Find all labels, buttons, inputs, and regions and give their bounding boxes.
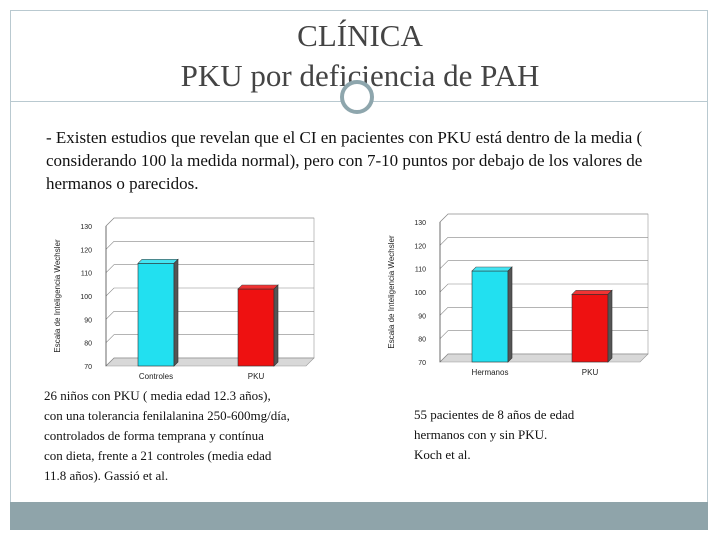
y-tick-label: 80 xyxy=(84,341,92,348)
y-tick-label: 100 xyxy=(80,294,92,301)
bar-top xyxy=(237,284,279,290)
gridline xyxy=(105,264,314,273)
y-tick-label: 120 xyxy=(414,243,426,250)
bar xyxy=(571,294,609,363)
gridline xyxy=(439,260,648,269)
x-category-label: Hermanos xyxy=(472,368,509,377)
y-tick-label: 80 xyxy=(418,337,426,344)
bar-top xyxy=(137,259,179,264)
y-tick-label: 100 xyxy=(414,290,426,297)
bar-side xyxy=(607,289,613,363)
plot-floor xyxy=(439,353,649,363)
slide-title: CLÍNICA xyxy=(297,18,423,53)
y-tick-label: 110 xyxy=(415,267,426,274)
y-axis-label: Escala de Inteligencia Wechsler xyxy=(387,235,396,349)
decorative-circle-icon xyxy=(340,80,374,114)
y-axis-label: Escala de Inteligencia Wechsler xyxy=(53,239,62,353)
caption-right: 55 pacientes de 8 años de edad hermanos … xyxy=(414,405,694,465)
bar-top xyxy=(471,266,513,272)
bar-side xyxy=(507,266,513,363)
chart-right: 70 80 90 100 110 120 130 Escala de Inteligencia… xyxy=(387,213,649,377)
chart-left: 70 80 90 100 110 120 130 Escala de Inteligencia… xyxy=(53,217,315,381)
plot-wall xyxy=(105,217,315,367)
caption-line: Koch et al. xyxy=(414,447,471,462)
caption-line: 11.8 años). Gassió et al. xyxy=(44,468,169,483)
plot-wall xyxy=(439,213,649,363)
caption-line: controlados de forma temprana y contínua xyxy=(44,428,264,443)
gridline xyxy=(439,213,648,223)
x-category-label: Controles xyxy=(139,372,173,381)
bar xyxy=(471,270,509,363)
x-category-label: PKU xyxy=(582,368,599,377)
x-category-label: PKU xyxy=(248,372,265,381)
y-tick-label: 70 xyxy=(84,364,92,371)
y-tick-label: 130 xyxy=(80,224,92,231)
caption-line: con dieta, frente a 21 controles (media … xyxy=(44,448,272,463)
y-tick-label: 90 xyxy=(418,313,426,320)
bar-top xyxy=(571,290,613,295)
bar-side xyxy=(173,258,179,367)
caption-line: con una tolerancia fenilalanina 250-600m… xyxy=(44,408,290,423)
bar-side xyxy=(273,284,279,367)
bullet-text: - Existen estudios que revelan que el CI… xyxy=(46,128,643,193)
y-tick-label: 120 xyxy=(80,247,92,254)
y-tick-label: 110 xyxy=(81,271,92,278)
bar xyxy=(237,288,275,367)
caption-line: 55 pacientes de 8 años de edad xyxy=(414,407,575,422)
y-tick-label: 90 xyxy=(84,317,92,324)
caption-line: 26 niños con PKU ( media edad 12.3 años)… xyxy=(44,388,271,403)
y-tick-label: 130 xyxy=(414,220,426,227)
gridline xyxy=(439,237,648,246)
gridline xyxy=(439,283,648,293)
footer-bar xyxy=(10,502,708,530)
gridline xyxy=(105,241,314,250)
caption-line: hermanos con y sin PKU. xyxy=(414,427,548,442)
y-tick-label: 70 xyxy=(418,360,426,367)
bar xyxy=(137,263,175,367)
caption-left: 26 niños con PKU ( media edad 12.3 años)… xyxy=(44,386,374,486)
plot-floor xyxy=(105,357,315,367)
gridline xyxy=(105,217,314,227)
